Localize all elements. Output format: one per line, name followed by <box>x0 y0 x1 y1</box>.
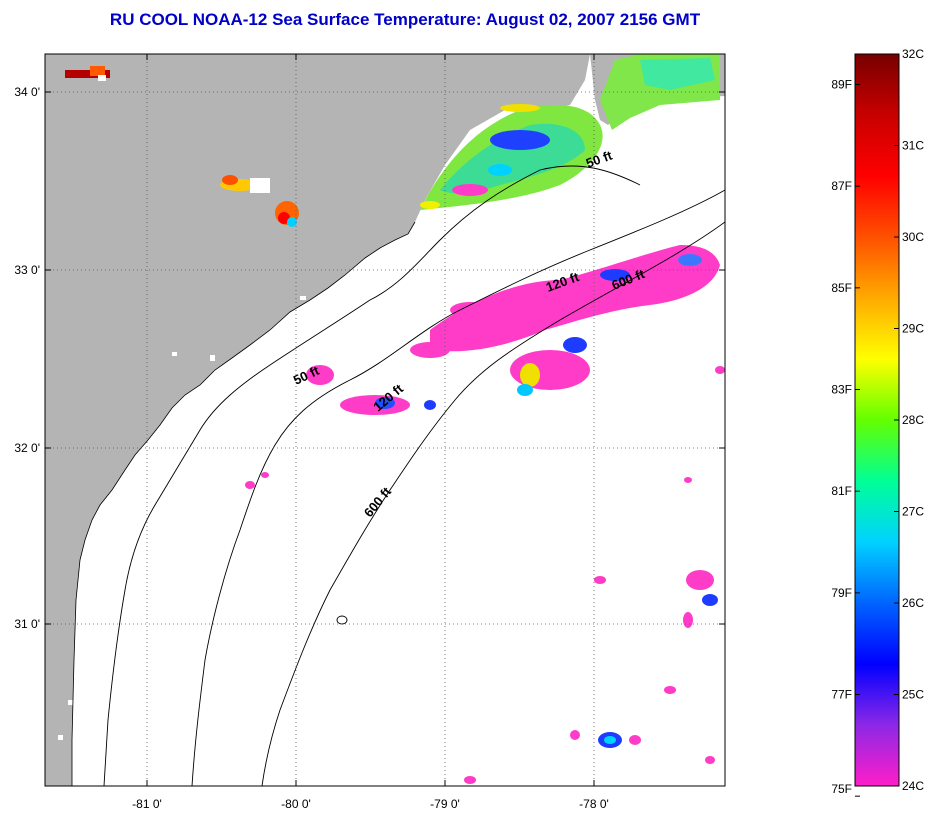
map-title: RU COOL NOAA-12 Sea Surface Temperature:… <box>109 10 701 29</box>
coastline <box>71 221 416 786</box>
lat-tick-label: 34 0' <box>14 85 40 99</box>
lon-tick-label: -80 0' <box>281 797 311 811</box>
land-mass <box>45 54 590 786</box>
lon-tick-label: -79 0' <box>430 797 460 811</box>
lat-tick-label: 32 0' <box>14 441 40 455</box>
lat-tick-label: 33 0' <box>14 263 40 277</box>
land-cloud-specks <box>58 243 401 740</box>
sst-patches-northwest <box>65 66 299 227</box>
sst-swath-north <box>420 54 720 210</box>
lon-tick-label: -78 0' <box>579 797 609 811</box>
map-frame <box>44 53 726 787</box>
contour-120ft <box>191 189 725 786</box>
sst-patches-midshelf <box>245 245 725 784</box>
contour-600ft <box>261 221 725 786</box>
lon-tick-label: -81 0' <box>132 797 162 811</box>
graticule <box>45 54 725 786</box>
bathymetry-contours <box>103 165 725 786</box>
tick-marks <box>45 54 725 786</box>
contour-50ft <box>103 165 641 786</box>
lat-tick-label: 31 0' <box>14 617 40 631</box>
